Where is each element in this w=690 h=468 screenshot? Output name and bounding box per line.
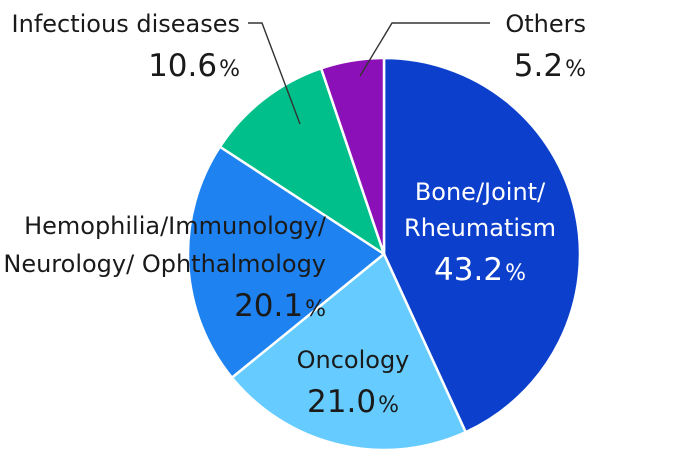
slice-label-line: Neurology/ Ophthalmology bbox=[3, 250, 326, 278]
slice-value-number: 5.2 bbox=[514, 48, 563, 84]
slice-label-line: Rheumatism bbox=[404, 214, 556, 242]
slice-label-bone-joint-rheumatism: Bone/Joint/Rheumatism bbox=[404, 178, 556, 242]
slice-value-label-hemophilia-immunology-neurology-ophthalmology: 20.1% bbox=[234, 288, 326, 324]
slice-label-line: Hemophilia/Immunology/ bbox=[24, 212, 327, 240]
slice-label-others: Others bbox=[505, 10, 586, 38]
slice-label-line: Others bbox=[505, 10, 586, 38]
labels-layer: Bone/Joint/Rheumatism 43.2% Oncology 21.0% H… bbox=[3, 10, 586, 420]
slice-value-label-infectious-diseases: 10.6% bbox=[148, 48, 240, 84]
pie-slice-oncology bbox=[230, 252, 467, 452]
slice-value-unit: % bbox=[378, 393, 399, 418]
slice-value-number: 21.0 bbox=[307, 384, 376, 420]
slices-layer bbox=[186, 56, 582, 452]
slice-value-label-bone-joint-rheumatism: 43.2% bbox=[434, 252, 526, 288]
slice-label-line: Infectious diseases bbox=[12, 10, 240, 38]
pie-slice-hemophilia-immunology-neurology-ophthalmology bbox=[186, 145, 386, 379]
pie-slice-others bbox=[319, 56, 386, 256]
leader-line-infectious-diseases bbox=[248, 22, 301, 125]
pie-slice-infectious-diseases bbox=[218, 67, 386, 256]
leader-lines-layer bbox=[248, 22, 490, 125]
pie-slice-bone-joint-rheumatism bbox=[382, 56, 582, 434]
leader-line-others bbox=[359, 22, 490, 77]
slice-label-line: Oncology bbox=[297, 346, 410, 374]
slice-label-infectious-diseases: Infectious diseases bbox=[12, 10, 240, 38]
slice-label-line: Bone/Joint/ bbox=[415, 178, 546, 206]
slice-value-number: 20.1 bbox=[234, 288, 303, 324]
slice-value-unit: % bbox=[305, 297, 326, 322]
slice-value-unit: % bbox=[219, 57, 240, 82]
slice-value-label-others: 5.2% bbox=[514, 48, 586, 84]
slice-value-unit: % bbox=[565, 57, 586, 82]
slice-value-number: 10.6 bbox=[148, 48, 217, 84]
slice-value-number: 43.2 bbox=[434, 252, 503, 288]
slice-label-oncology: Oncology bbox=[297, 346, 410, 374]
slice-value-label-oncology: 21.0% bbox=[307, 384, 399, 420]
slice-value-unit: % bbox=[505, 261, 526, 286]
slice-label-hemophilia-immunology-neurology-ophthalmology: Hemophilia/Immunology/Neurology/ Ophthal… bbox=[3, 212, 327, 278]
